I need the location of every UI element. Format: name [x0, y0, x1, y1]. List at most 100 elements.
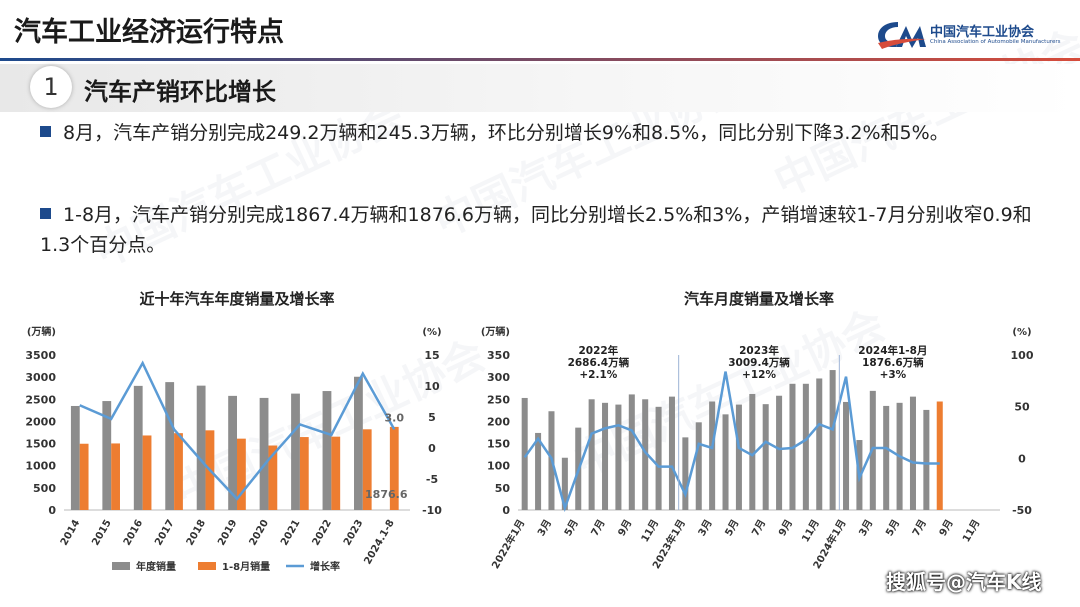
- x-tick-label: 5月: [562, 518, 581, 539]
- charts-area: 近十年汽车年度销量及增长率(万辆) (%)05001000150020002500…: [25, 290, 1034, 573]
- bar: [923, 409, 930, 510]
- right-axis-unit: (%): [422, 327, 441, 338]
- x-tick-label: 9月: [616, 518, 635, 539]
- logo-en-text: China Association of Automobile Manufact…: [930, 39, 1061, 45]
- bar: [354, 376, 363, 510]
- bar: [561, 457, 568, 510]
- bar: [588, 399, 595, 510]
- section-number: 1: [30, 66, 72, 108]
- y-tick-label: 100: [487, 460, 510, 473]
- x-tick-label: 2024.1-8: [362, 518, 396, 567]
- bar: [709, 401, 716, 510]
- data-label: 3.0: [385, 411, 405, 424]
- y-tick-label: 1500: [25, 438, 56, 451]
- y2-tick-label: 50: [1014, 401, 1030, 414]
- bar: [299, 437, 309, 510]
- bar: [79, 443, 89, 510]
- bar: [331, 436, 341, 510]
- x-tick-label: 2015: [90, 518, 113, 548]
- y2-tick-label: 0: [428, 442, 436, 455]
- x-tick-label: 2017: [153, 518, 176, 548]
- left-axis-unit: (万辆): [481, 325, 510, 338]
- bar: [883, 405, 890, 510]
- bar: [237, 438, 246, 510]
- bar: [776, 395, 783, 510]
- y-tick-label: 350: [487, 349, 510, 362]
- bullet-text: 1-8月，汽车产销分别完成1867.4万辆和1876.6万辆，同比分别增长2.5…: [40, 204, 1032, 256]
- x-tick-label: 3月: [696, 518, 715, 539]
- bar: [70, 405, 80, 510]
- bar: [762, 404, 769, 510]
- y2-tick-label: -5: [426, 473, 438, 486]
- bullet-item: 1-8月，汽车产销分别完成1867.4万辆和1876.6万辆，同比分别增长2.5…: [40, 200, 1060, 260]
- chart-title: 近十年汽车年度销量及增长率: [139, 290, 334, 308]
- bar: [133, 385, 143, 510]
- x-tick-label: 11月: [799, 518, 821, 545]
- x-tick-label: 11月: [639, 518, 661, 545]
- year-total-label: 3009.4万辆: [728, 356, 790, 369]
- y2-tick-label: -10: [422, 504, 442, 517]
- year-label: 2024年1-8月: [858, 344, 927, 357]
- bar: [615, 404, 622, 510]
- bar: [165, 382, 175, 510]
- x-tick-label: 2014: [59, 518, 82, 548]
- logo-cn-text: 中国汽车工业协会: [930, 25, 1035, 40]
- y-tick-label: 3000: [25, 371, 56, 384]
- x-tick-label: 2022年1月: [489, 517, 528, 571]
- y2-tick-label: 100: [1011, 349, 1034, 362]
- legend-label: 1-8月销量: [222, 560, 270, 573]
- bullet-text: 8月，汽车产销分别完成249.2万辆和245.3万辆，环比分别增长9%和8.5%…: [63, 122, 949, 144]
- data-label: 1876.6: [365, 488, 408, 501]
- bar: [682, 437, 689, 510]
- growth-rate-line: [523, 371, 940, 513]
- x-tick-label: 2022: [311, 518, 334, 548]
- y2-tick-label: 5: [428, 411, 436, 424]
- bar: [111, 443, 120, 510]
- bar: [291, 393, 300, 510]
- x-tick-label: 2021: [279, 518, 302, 548]
- bar: [722, 414, 729, 510]
- bullet-square-icon: [40, 126, 51, 137]
- bar: [936, 401, 943, 510]
- y-tick-label: 150: [487, 438, 510, 451]
- x-tick-label: 5月: [883, 518, 902, 539]
- bar: [668, 396, 675, 510]
- y-tick-label: 500: [33, 482, 56, 495]
- bar: [535, 432, 542, 510]
- y-tick-label: 250: [487, 393, 510, 406]
- bar: [829, 370, 836, 510]
- bullet-square-icon: [40, 208, 51, 219]
- logo-mark-icon: [878, 22, 926, 49]
- brand-logo: 中国汽车工业协会 China Association of Automobile…: [876, 18, 1066, 52]
- y2-tick-label: 15: [424, 349, 439, 362]
- bar: [102, 401, 112, 510]
- bar: [521, 397, 528, 510]
- bar: [735, 404, 742, 510]
- y-tick-label: 0: [48, 504, 56, 517]
- bar: [259, 397, 269, 510]
- footer-source: 搜狐号@汽车K线: [886, 570, 1042, 594]
- bar: [389, 426, 399, 510]
- legend-label: 增长率: [310, 560, 340, 573]
- bar: [843, 401, 850, 510]
- bar: [142, 435, 152, 510]
- legend-swatch: [112, 562, 130, 570]
- x-tick-label: 3月: [857, 518, 876, 539]
- bar: [909, 396, 916, 510]
- x-tick-label: 5月: [723, 518, 742, 539]
- x-tick-label: 2018: [185, 518, 208, 548]
- y-tick-label: 0: [502, 504, 510, 517]
- bar: [802, 383, 809, 510]
- year-total-label: 1876.6万辆: [862, 356, 924, 369]
- legend-label: 年度销量: [136, 560, 176, 573]
- left-axis-unit: (万辆): [27, 325, 56, 338]
- bar: [174, 433, 183, 510]
- bar: [196, 385, 206, 510]
- x-tick-label: 3月: [535, 518, 554, 539]
- y-tick-label: 300: [487, 371, 510, 384]
- year-growth-label: +12%: [742, 369, 776, 381]
- bar: [695, 422, 702, 510]
- x-tick-label: 11月: [960, 518, 982, 545]
- right-axis-unit: (%): [1012, 327, 1031, 338]
- bar: [362, 429, 372, 510]
